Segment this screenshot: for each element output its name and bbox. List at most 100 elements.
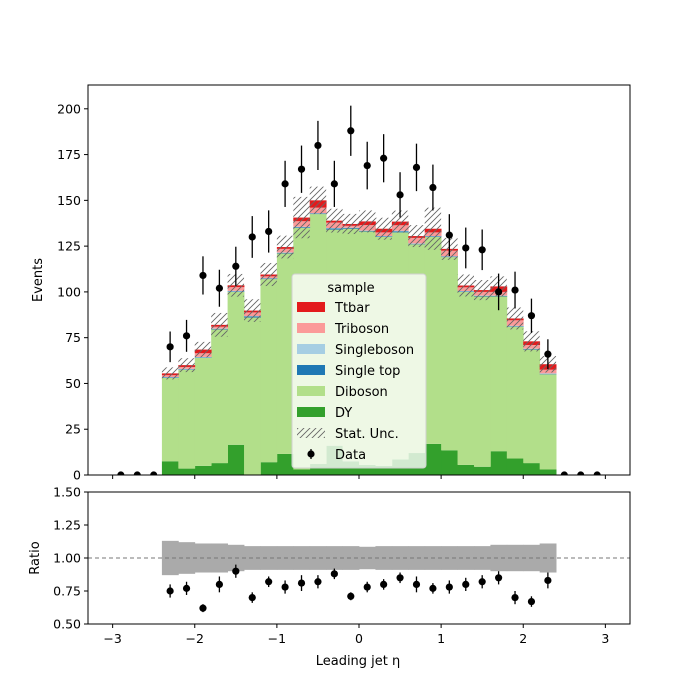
ratio-y-tick-label: 0.50 xyxy=(53,617,81,632)
bar-diboson xyxy=(506,326,524,459)
stat-unc-band xyxy=(194,341,212,358)
bar-dy xyxy=(211,463,229,475)
data-point xyxy=(150,471,158,475)
x-tick-label: −3 xyxy=(103,631,121,646)
x-tick-label: 2 xyxy=(519,631,527,646)
y-tick-label: 25 xyxy=(65,422,81,437)
y-tick-label: 75 xyxy=(65,330,81,345)
ratio-y-tick-label: 1.00 xyxy=(53,551,81,566)
bar-dy xyxy=(375,465,393,475)
ratio-point xyxy=(445,583,453,591)
stat-unc-band xyxy=(293,196,310,239)
bar-diboson xyxy=(424,236,442,444)
data-point xyxy=(215,284,223,292)
ratio-y-axis-label: Ratio xyxy=(28,541,43,574)
stat-unc-band xyxy=(375,217,392,240)
data-point xyxy=(380,154,388,162)
ratio-unc-band xyxy=(359,546,376,570)
bar-diboson xyxy=(211,329,229,464)
stat-unc-band xyxy=(244,299,261,322)
ratio-point xyxy=(166,587,174,595)
data-point xyxy=(495,288,503,296)
ratio-unc-band xyxy=(457,546,475,570)
ratio-point xyxy=(265,578,273,586)
y-tick-label: 200 xyxy=(57,101,81,116)
legend-swatch-stat-unc xyxy=(297,428,325,438)
bar-dy xyxy=(490,451,508,475)
data-point xyxy=(560,471,568,475)
stat-unc-band xyxy=(457,274,474,297)
ratio-unc-band xyxy=(161,540,179,576)
bar-dy xyxy=(293,469,311,475)
data-point xyxy=(166,343,174,351)
ratio-point xyxy=(462,580,470,589)
data-point xyxy=(396,191,404,199)
bar-diboson xyxy=(539,374,557,470)
data-point xyxy=(330,180,338,188)
ratio-panel: 0.50 0.75 1.00 1.25 1.50 −3 −2 −1 0 1 2 3 Ratio xyxy=(28,485,631,646)
bar-dy xyxy=(161,461,179,475)
stat-unc-band xyxy=(342,213,359,235)
bar-diboson xyxy=(194,357,212,466)
legend-entry-label: Diboson xyxy=(335,385,388,400)
x-tick-label: 3 xyxy=(601,631,609,646)
data-point xyxy=(199,271,207,280)
data-point xyxy=(363,161,371,170)
y-tick-label: 150 xyxy=(57,193,81,208)
x-tick-label: −1 xyxy=(268,631,286,646)
y-tick-label: 100 xyxy=(57,284,81,299)
x-tick-label: −2 xyxy=(186,631,204,646)
data-point xyxy=(347,127,355,135)
data-point xyxy=(478,246,486,254)
data-point xyxy=(182,332,191,340)
main-y-axis-label: Events xyxy=(31,258,46,302)
ratio-point xyxy=(478,578,486,586)
ratio-y-tick-label: 1.25 xyxy=(53,518,81,533)
ratio-point xyxy=(347,592,355,600)
bar-dy xyxy=(194,465,212,475)
bar-dy xyxy=(260,462,278,475)
ratio-point xyxy=(182,584,191,592)
ratio-y-tick-label: 0.75 xyxy=(53,584,81,599)
stat-unc-band xyxy=(523,331,540,352)
data-point xyxy=(117,471,125,475)
stat-unc-band xyxy=(473,280,491,301)
bar-dy xyxy=(473,466,491,475)
legend-swatch xyxy=(297,302,325,312)
ratio-point xyxy=(495,574,503,582)
ratio-unc-band xyxy=(490,544,508,572)
legend: sample Ttbar Triboson Singleboson Single top… xyxy=(291,273,427,469)
stat-unc-band xyxy=(326,208,343,233)
stat-unc-band xyxy=(408,225,425,248)
legend-title: sample xyxy=(327,281,374,296)
stat-unc-band xyxy=(178,358,195,373)
x-axis-label: Leading jet η xyxy=(316,654,401,669)
ratio-unc-band xyxy=(309,546,327,570)
legend-swatch xyxy=(297,407,325,417)
bar-single-top xyxy=(194,357,212,358)
ratio-point xyxy=(297,579,306,587)
legend-entry-label: DY xyxy=(335,406,352,421)
legend-entry-label: Singleboson xyxy=(335,343,414,358)
stat-unc-band xyxy=(359,210,376,233)
bar-single-top xyxy=(539,373,557,375)
ratio-point xyxy=(412,580,421,589)
legend-box xyxy=(291,273,427,469)
bar-diboson xyxy=(178,369,196,469)
ratio-point xyxy=(511,594,519,602)
ratio-point xyxy=(232,567,240,575)
ratio-point xyxy=(330,570,338,578)
y-tick-label: 125 xyxy=(57,239,81,254)
data-point xyxy=(281,180,289,188)
bar-diboson xyxy=(473,296,491,467)
data-point xyxy=(412,163,421,171)
bar-diboson xyxy=(523,349,541,464)
ratio-point xyxy=(314,578,322,586)
data-point xyxy=(314,141,322,150)
ratio-unc-band xyxy=(260,546,278,570)
bar-dy xyxy=(441,450,458,475)
x-tick-label: 0 xyxy=(355,631,363,646)
data-point xyxy=(232,262,240,270)
data-point xyxy=(577,471,585,475)
